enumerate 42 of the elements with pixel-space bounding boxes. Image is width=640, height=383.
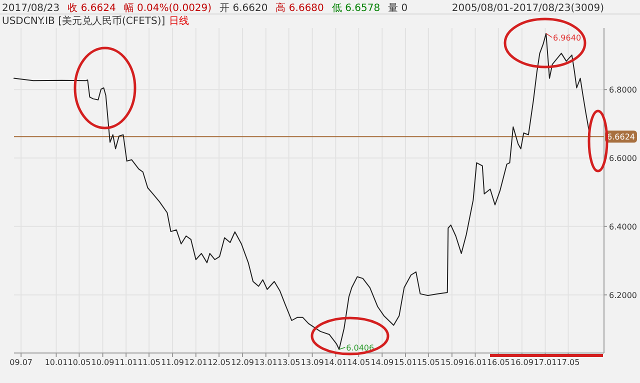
x-tick-label: 15.05	[416, 358, 440, 367]
annotation: 6.0406	[346, 343, 374, 352]
x-tick-label: 16.05	[486, 358, 510, 367]
text: 收 6.6624	[68, 3, 116, 14]
chart-title: USDCNY.IB [美元兑人民币(CFETS)]	[2, 15, 166, 27]
y-tick-label: 6.6000	[609, 154, 637, 163]
x-tick-label: 16.09	[510, 358, 534, 367]
x-tick-label: 09.07	[10, 358, 33, 367]
x-tick-label: 12.05	[208, 358, 230, 367]
ref-line-label: 6.6624	[607, 132, 635, 142]
x-tick-label: 15.01	[394, 358, 417, 367]
text: 量 0	[388, 3, 408, 14]
x-tick-label: 10.01	[44, 358, 68, 367]
x-tick-label: 11.09	[161, 358, 184, 367]
text: 2005/08/01-2017/08/23(3009)	[452, 3, 604, 14]
y-tick-label: 6.8000	[609, 86, 637, 95]
x-tick-label: 15.09	[440, 358, 464, 367]
x-tick-label: 13.01	[254, 358, 278, 367]
x-tick-label: 11.05	[138, 358, 160, 367]
x-tick-label: 10.09	[91, 358, 114, 367]
text: 开 6.6620	[220, 3, 268, 14]
x-tick-label: 17.05	[556, 358, 580, 367]
y-tick-label: 6.4000	[609, 222, 637, 232]
chart-subtitle: 日线	[169, 15, 190, 27]
text: 高 6.6680	[276, 2, 324, 14]
x-tick-label: 13.09	[300, 358, 324, 367]
annotation: 6.9640	[553, 33, 582, 42]
x-tick-label: 14.05	[347, 358, 370, 367]
text: 2017/08/23	[2, 3, 60, 14]
line-series	[14, 32, 591, 350]
x-tick-label: 12.09	[231, 358, 254, 367]
x-tick-label: 12.01	[184, 358, 208, 367]
x-tick-label: 13.05	[277, 358, 300, 367]
x-tick-label: 10.05	[68, 358, 91, 367]
text: 幅 0.04%(0.0029)	[124, 2, 212, 14]
x-tick-label: 11.01	[114, 358, 138, 367]
x-tick-label: 16.01	[464, 358, 487, 367]
x-tick-label: 14.01	[324, 358, 348, 367]
x-tick-label: 17.01	[534, 358, 557, 367]
text: 低 6.6578	[332, 3, 380, 14]
x-tick-label: 14.09	[370, 358, 394, 367]
y-tick-label: 6.2000	[609, 290, 637, 300]
